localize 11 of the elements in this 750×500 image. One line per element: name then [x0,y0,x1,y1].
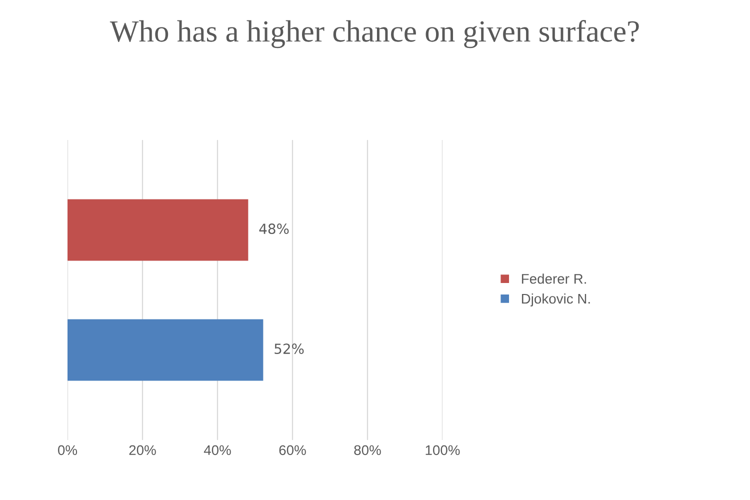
data-label: 48% [259,224,289,234]
x-tick-label: 60% [279,445,306,456]
x-tick-label: 20% [129,445,156,456]
legend-label: Djokovic N. [522,293,590,306]
x-tick-label: 0% [58,445,78,456]
x-tick-label: 80% [354,445,381,456]
x-tick-label: 40% [204,445,231,456]
legend-label: Federer R. [522,274,586,284]
chart-title: Who has a higher chance on given surface? [110,20,639,48]
data-label: 52% [274,344,304,354]
x-tick-label: 100% [426,445,460,456]
